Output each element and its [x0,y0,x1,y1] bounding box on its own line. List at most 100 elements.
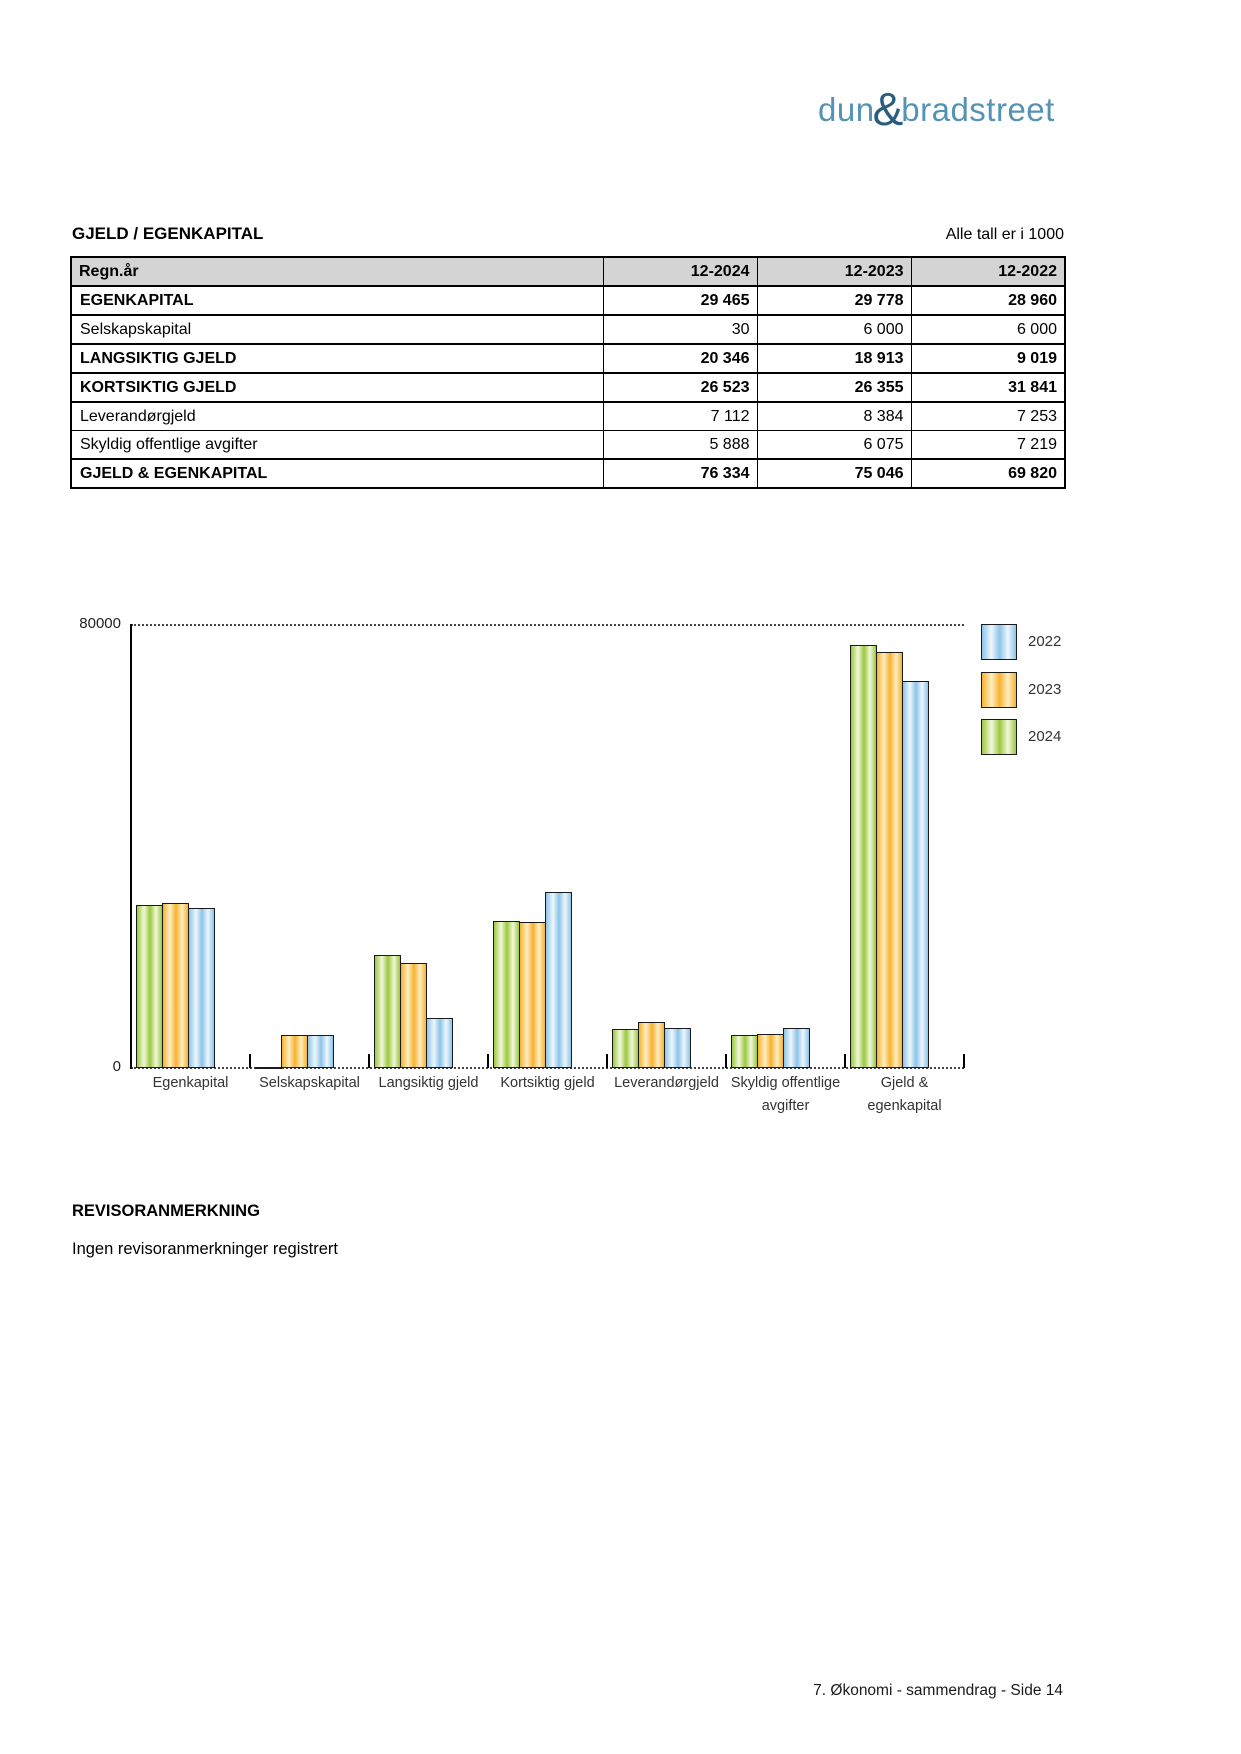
x-category-label: Selskapskapital [259,1075,360,1091]
row-value: 7 219 [910,430,1066,460]
row-label: EGENKAPITAL [70,285,604,316]
x-category-label: Leverandørgjeld [614,1075,719,1091]
bar-2024 [255,1067,282,1069]
row-value: 29 465 [602,285,758,316]
bar-2024 [612,1029,639,1068]
x-tick [487,1054,489,1068]
legend-label: 2022 [1028,633,1062,650]
financial-table: Regn.år 12-2024 12-2023 12-2022 EGENKAPITAL… [70,256,1066,489]
x-tick [606,1054,608,1068]
legend-label: 2024 [1028,728,1062,745]
bar-2023 [876,652,903,1068]
row-label: GJELD & EGENKAPITAL [70,458,604,489]
bar-2024 [731,1035,758,1068]
bar-2024 [493,921,520,1068]
x-category-label: egenkapital [867,1098,942,1114]
table-body: EGENKAPITAL 29 465 29 778 28 960 Selskapskap… [70,285,1066,489]
bar-chart: 80000 0 Egenkapital Selskapskapital Langsikt… [0,600,1241,1140]
table-row: Leverandørgjeld 7 112 8 384 7 253 [70,401,1066,431]
bar-2023 [400,963,427,1068]
table-row: KORTSIKTIG GJELD 26 523 26 355 31 841 [70,372,1066,403]
row-value: 7 253 [910,401,1066,431]
legend-swatch-2023 [981,671,1017,708]
bar-2024 [374,955,401,1068]
x-tick [844,1054,846,1068]
x-category-label: Egenkapital [152,1075,229,1091]
x-tick [249,1054,251,1068]
row-value: 9 019 [910,343,1066,374]
x-category-label: Kortsiktig gjeld [500,1075,595,1091]
bar-2022 [545,892,572,1068]
bar-2023 [757,1034,784,1068]
bar-2024 [850,645,877,1068]
row-value: 28 960 [910,285,1066,316]
row-value: 5 888 [602,430,758,460]
y-axis [130,624,132,1069]
bar-2023 [638,1022,665,1068]
bar-2022 [664,1028,691,1068]
row-value: 6 000 [910,314,1066,345]
table-header: Regn.år 12-2024 12-2023 12-2022 [70,256,1066,287]
bar-2022 [307,1035,334,1068]
row-value: 7 112 [602,401,758,431]
table-row: Skyldig offentlige avgifter 5 888 6 075 7 2… [70,430,1066,460]
row-value: 20 346 [602,343,758,374]
x-category-label: Langsiktig gjeld [378,1075,479,1091]
column-header-year: 12-2024 [602,256,758,287]
logo-text-bradstreet: bradstreet [901,91,1055,128]
column-header-year: 12-2022 [910,256,1066,287]
bar-2022 [426,1018,453,1068]
gridline-max [131,624,964,626]
table-header-row: Regn.år 12-2024 12-2023 12-2022 [70,256,1066,287]
page-footer: 7. Økonomi - sammendrag - Side 14 [813,1682,1063,1699]
row-label: Leverandørgjeld [70,401,604,431]
bar-2023 [162,903,189,1068]
row-value: 76 334 [602,458,758,489]
row-value: 75 046 [756,458,912,489]
bar-2022 [783,1028,810,1068]
units-note: Alle tall er i 1000 [945,226,1064,243]
row-value: 29 778 [756,285,912,316]
row-value: 6 000 [756,314,912,345]
row-label: LANGSIKTIG GJELD [70,343,604,374]
logo-text-dun: dun [818,91,875,128]
row-label: KORTSIKTIG GJELD [70,372,604,403]
y-tick-label: 80000 [79,615,121,632]
row-label: Selskapskapital [70,314,604,345]
row-label: Skyldig offentlige avgifter [70,430,604,460]
gridline-baseline [131,1067,964,1069]
dun-bradstreet-logo: dun & bradstreet [818,78,1055,135]
x-category-label: Skyldig offentlige [730,1075,841,1091]
table-row: LANGSIKTIG GJELD 20 346 18 913 9 019 [70,343,1066,374]
logo-ampersand-icon: & [872,83,904,135]
bar-2023 [519,922,546,1068]
row-value: 69 820 [910,458,1066,489]
bar-2024 [136,905,163,1068]
row-value: 6 075 [756,430,912,460]
x-tick [368,1054,370,1068]
bar-2022 [188,908,215,1068]
x-tick [963,1054,965,1068]
column-header-label: Regn.år [70,256,604,287]
y-tick-label: 0 [112,1058,121,1075]
revisor-heading: REVISORANMERKNING [72,1202,260,1220]
row-value: 8 384 [756,401,912,431]
x-category-label: Gjeld & [880,1075,929,1091]
x-category-label: avgifter [761,1098,810,1114]
bar-2022 [902,681,929,1068]
x-tick [725,1054,727,1068]
row-value: 18 913 [756,343,912,374]
section-title: GJELD / EGENKAPITAL [72,224,264,243]
legend-swatch-2024 [981,719,1017,755]
column-header-year: 12-2023 [756,256,912,287]
row-value: 26 355 [756,372,912,403]
revisor-body: Ingen revisoranmerkninger registrert [72,1240,338,1258]
table-row: GJELD & EGENKAPITAL 76 334 75 046 69 820 [70,458,1066,489]
row-value: 30 [602,314,758,345]
table-row: Selskapskapital 30 6 000 6 000 [70,314,1066,345]
bar-2023 [281,1035,308,1068]
section-header: GJELD / EGENKAPITAL Alle tall er i 1000 [72,224,1064,244]
row-value: 26 523 [602,372,758,403]
legend-swatch-2022 [981,624,1017,660]
